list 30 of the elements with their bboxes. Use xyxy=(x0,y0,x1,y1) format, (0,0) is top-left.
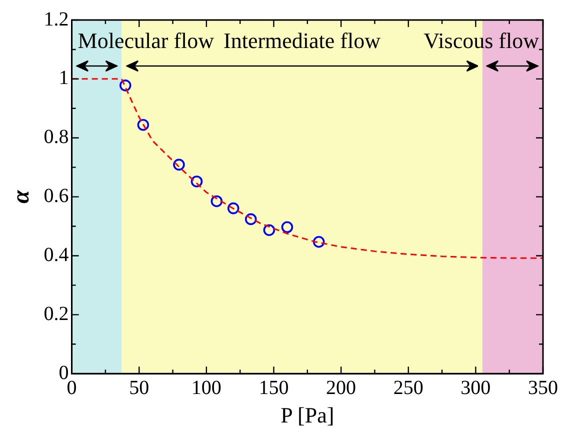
point xyxy=(210,195,223,208)
point xyxy=(312,236,325,248)
y-tick-label: 0.6 xyxy=(44,185,69,208)
x-axis-title: P [Pa] xyxy=(280,402,334,428)
y-tick-label: 0.2 xyxy=(44,302,69,325)
y-tick-label: 0 xyxy=(58,362,69,384)
point xyxy=(190,176,203,188)
point xyxy=(119,80,132,92)
x-tick-label: 250 xyxy=(393,376,424,399)
x-tick-label: 350 xyxy=(528,376,558,399)
y-tick-label: 0.4 xyxy=(44,244,69,266)
line-series xyxy=(72,78,543,259)
point xyxy=(244,213,257,226)
x-tick-label: 300 xyxy=(460,376,491,399)
y-axis-title: α xyxy=(8,189,35,204)
point xyxy=(227,202,240,214)
band-label: Intermediate flow xyxy=(224,28,381,53)
band-label: Molecular flow xyxy=(78,28,214,53)
x-tick-label: 50 xyxy=(129,376,150,399)
x-tick-label: 200 xyxy=(326,376,356,399)
point xyxy=(173,158,185,171)
point xyxy=(281,221,294,234)
x-tick-label: 150 xyxy=(258,376,289,399)
y-tick-label: 1.2 xyxy=(44,8,69,30)
x-tick-label: 100 xyxy=(191,376,222,399)
y-tick-label: 1 xyxy=(58,67,69,90)
point xyxy=(137,119,150,131)
y-tick-label: 0.8 xyxy=(44,126,69,148)
point xyxy=(263,224,276,236)
band-label: Viscous flow xyxy=(424,28,540,53)
